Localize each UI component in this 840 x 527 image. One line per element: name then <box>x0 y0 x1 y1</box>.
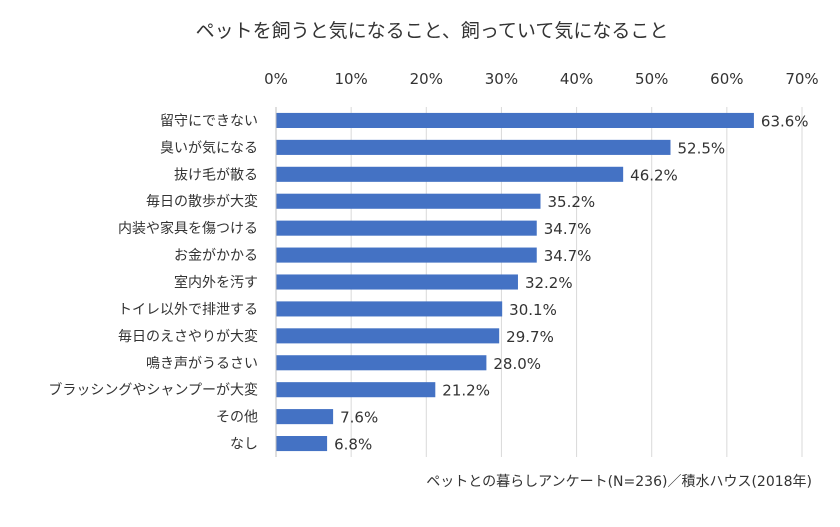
category-label: 内装や家具を傷つける <box>118 220 258 237</box>
bar <box>276 166 624 182</box>
data-label: 35.2% <box>548 193 596 211</box>
bar <box>276 301 503 317</box>
bar <box>276 274 518 290</box>
category-label: 鳴き声がうるさい <box>146 356 258 372</box>
category-label: その他 <box>216 410 258 426</box>
category-label: 室内外を汚す <box>174 274 258 291</box>
x-tick-label: 10% <box>334 70 367 88</box>
data-label: 32.2% <box>525 274 573 292</box>
category-label: お金がかかる <box>174 248 258 264</box>
bars <box>276 112 754 452</box>
bar <box>276 247 537 263</box>
data-label: 46.2% <box>630 166 678 184</box>
bar <box>276 382 436 398</box>
bar <box>276 220 537 236</box>
bar <box>276 112 754 128</box>
bar <box>276 436 328 452</box>
category-labels: 留守にできない臭いが気になる抜け毛が散る毎日の散歩が大変内装や家具を傷つけるお金… <box>48 113 258 452</box>
category-label: 毎日のえさやりが大変 <box>118 328 258 345</box>
category-label: 毎日の散歩が大変 <box>146 193 258 210</box>
data-label: 21.2% <box>442 382 490 400</box>
bar <box>276 355 487 371</box>
x-tick-label: 50% <box>635 70 668 88</box>
data-label: 34.7% <box>544 220 592 238</box>
data-label: 52.5% <box>678 139 726 157</box>
bar <box>276 193 541 209</box>
bar <box>276 328 500 344</box>
value-labels: 63.6% 52.5%46.2% 35.2% 34.7% 34.7% 32.2% 30.1%… <box>334 112 808 453</box>
x-tick-label: 60% <box>710 70 743 88</box>
x-tick-label: 70% <box>785 70 818 88</box>
category-label: なし <box>230 437 258 453</box>
data-label: 6.8% <box>334 436 372 454</box>
data-label: 63.6% <box>761 112 809 130</box>
x-axis-ticks: 0% 10% 20% 30% 40% 50% 60% 70% <box>264 70 819 88</box>
data-label: 28.0% <box>493 355 541 373</box>
data-label: 34.7% <box>544 247 592 265</box>
x-tick-label: 40% <box>560 70 593 88</box>
data-label: 7.6% <box>340 409 378 427</box>
x-tick-label: 30% <box>485 70 518 88</box>
category-label: 臭いが気になる <box>160 140 258 156</box>
x-tick-label: 0% <box>264 70 288 88</box>
source-note: ペットとの暮らしアンケート(N=236)／積水ハウス(2018年) <box>426 474 812 490</box>
data-label: 30.1% <box>509 301 557 319</box>
category-label: トイレ以外で排泄する <box>118 302 258 318</box>
bar <box>276 409 334 425</box>
data-label: 29.7% <box>506 328 554 346</box>
category-label: ブラッシングやシャンプーが大変 <box>48 382 258 399</box>
x-tick-label: 20% <box>410 70 443 88</box>
bar <box>276 139 671 155</box>
category-label: 留守にできない <box>160 113 258 129</box>
category-label: 抜け毛が散る <box>174 167 258 183</box>
chart-title: ペットを飼うと気になること、飼っていて気になること <box>196 20 669 42</box>
